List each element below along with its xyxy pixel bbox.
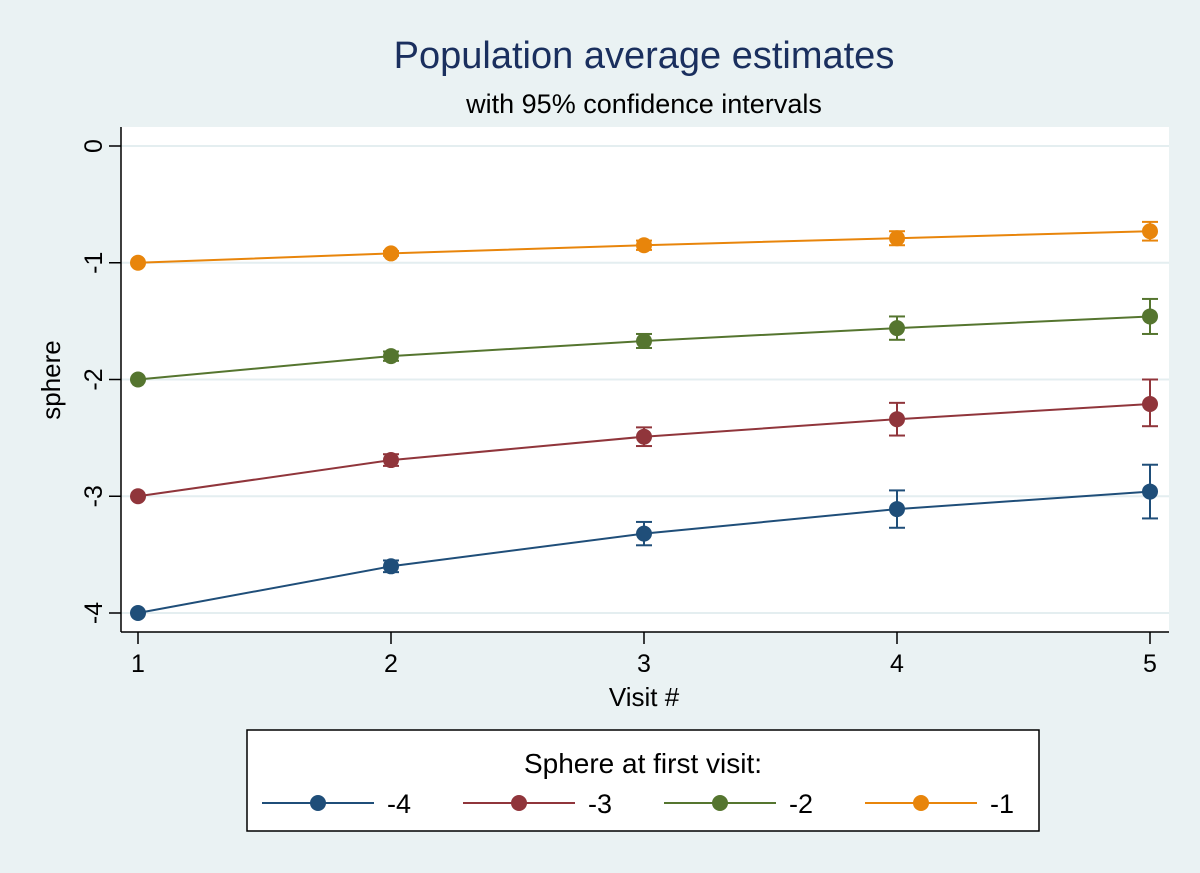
x-tick-label: 4 [890, 650, 904, 678]
legend-item: -4 [262, 789, 411, 819]
y-tick-label: 0 [80, 139, 108, 153]
legend-item: -2 [664, 789, 813, 819]
data-point [130, 254, 146, 271]
data-point [636, 237, 652, 254]
x-axis-label: Visit # [609, 682, 680, 712]
data-point [889, 411, 905, 428]
legend-label: -3 [588, 789, 612, 819]
series-2 [130, 297, 1158, 388]
data-point [130, 605, 146, 621]
legend-item: -3 [463, 789, 612, 819]
y-tick-label: -1 [80, 252, 108, 274]
y-tick-label: -2 [80, 368, 108, 390]
x-tick-label: 1 [131, 650, 145, 678]
legend-title: Sphere at first visit: [524, 748, 762, 779]
data-point [889, 230, 905, 247]
data-point [1142, 483, 1158, 500]
data-point [1142, 396, 1158, 413]
legend-swatch-marker [712, 795, 728, 811]
data-point [383, 558, 399, 575]
data-point [1142, 223, 1158, 240]
y-tick-label: -4 [80, 602, 108, 624]
data-point [636, 332, 652, 349]
legend-label: -2 [789, 789, 813, 819]
x-ticks: 1 2 3 4 5 [131, 632, 1157, 678]
series-layer [130, 220, 1158, 621]
chart-subtitle: with 95% confidence intervals [465, 89, 822, 119]
y-axis-label: sphere [36, 340, 66, 420]
x-tick-label: 3 [637, 650, 651, 678]
data-point [130, 371, 146, 388]
legend-box [246, 729, 1040, 832]
data-point [636, 525, 652, 542]
data-point [889, 320, 905, 337]
legend-item: -1 [865, 789, 1014, 819]
data-point [889, 501, 905, 518]
x-tick-label: 5 [1143, 650, 1157, 678]
legend-swatch-marker [310, 795, 326, 811]
series-1 [130, 378, 1158, 505]
data-point [383, 452, 399, 469]
data-point [1142, 308, 1158, 325]
series-0 [130, 463, 1158, 621]
data-point [383, 245, 399, 262]
x-tick-label: 2 [384, 650, 398, 678]
legend-label: -1 [990, 789, 1014, 819]
grid-lines [121, 145, 1169, 614]
y-tick-label: -3 [80, 485, 108, 507]
legend-swatch-marker [913, 795, 929, 811]
legend-swatch-marker [511, 795, 527, 811]
legend-items: -4 -3 -2 -1 [262, 789, 1014, 819]
data-point [383, 348, 399, 365]
data-point [130, 488, 146, 505]
data-point [636, 428, 652, 445]
legend-label: -4 [387, 789, 411, 819]
series-3 [130, 220, 1158, 271]
chart-title: Population average estimates [394, 35, 895, 77]
y-ticks: 0 -1 -2 -3 -4 [80, 139, 121, 624]
